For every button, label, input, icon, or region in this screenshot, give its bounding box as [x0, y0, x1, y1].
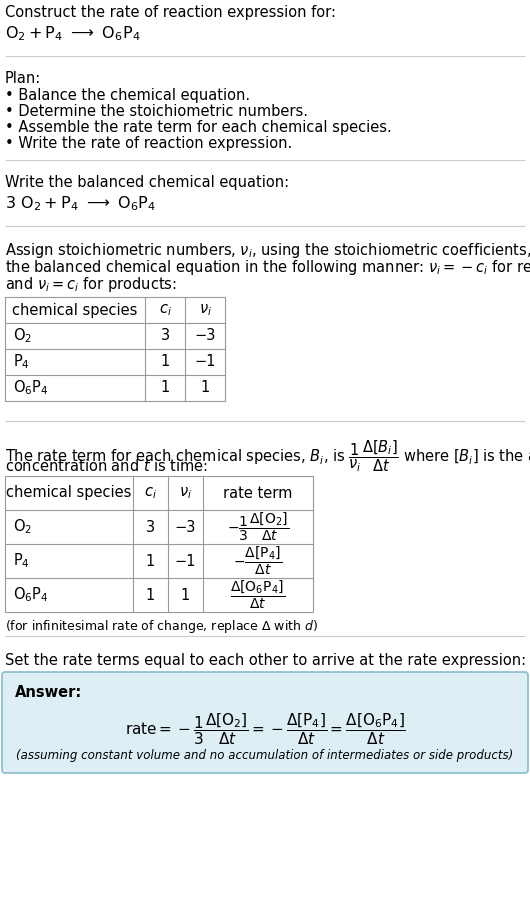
Text: (assuming constant volume and no accumulation of intermediates or side products): (assuming constant volume and no accumul…	[16, 749, 514, 762]
Text: rate term: rate term	[223, 486, 293, 501]
Bar	[5, 476, 313, 612]
Text: $\mathrm{O_2 + P_4\ \longrightarrow\ O_6P_4}$: $\mathrm{O_2 + P_4\ \longrightarrow\ O_6…	[5, 24, 140, 43]
Text: $-\dfrac{1}{3}\dfrac{\Delta[\mathrm{O_2}]}{\Delta t}$: $-\dfrac{1}{3}\dfrac{\Delta[\mathrm{O_2}…	[227, 511, 289, 543]
Text: (for infinitesimal rate of change, replace Δ with $d$): (for infinitesimal rate of change, repla…	[5, 618, 318, 635]
Text: • Write the rate of reaction expression.: • Write the rate of reaction expression.	[5, 136, 292, 151]
Text: • Assemble the rate term for each chemical species.: • Assemble the rate term for each chemic…	[5, 120, 392, 135]
Text: $c_i$: $c_i$	[158, 302, 171, 318]
FancyBboxPatch shape	[2, 672, 528, 773]
Text: chemical species: chemical species	[12, 302, 138, 318]
Text: $\mathrm{O_2}$: $\mathrm{O_2}$	[13, 518, 32, 536]
Text: Set the rate terms equal to each other to arrive at the rate expression:: Set the rate terms equal to each other t…	[5, 653, 526, 668]
Text: 1: 1	[161, 355, 170, 369]
Text: 1: 1	[161, 380, 170, 396]
Text: $c_i$: $c_i$	[144, 485, 157, 501]
Text: 1: 1	[181, 588, 190, 602]
Text: • Determine the stoichiometric numbers.: • Determine the stoichiometric numbers.	[5, 104, 308, 119]
Text: $\mathrm{P_4}$: $\mathrm{P_4}$	[13, 353, 30, 371]
Text: $\mathrm{O_6P_4}$: $\mathrm{O_6P_4}$	[13, 379, 49, 398]
Text: 1: 1	[146, 588, 155, 602]
Text: −1: −1	[175, 553, 196, 569]
Text: 1: 1	[146, 553, 155, 569]
Text: $\mathrm{O_2}$: $\mathrm{O_2}$	[13, 327, 32, 346]
Text: −1: −1	[195, 355, 216, 369]
Text: $\dfrac{\Delta[\mathrm{O_6P_4}]}{\Delta t}$: $\dfrac{\Delta[\mathrm{O_6P_4}]}{\Delta …	[231, 579, 286, 612]
Text: Assign stoichiometric numbers, $\nu_i$, using the stoichiometric coefficients, $: Assign stoichiometric numbers, $\nu_i$, …	[5, 241, 530, 260]
Text: $-\dfrac{\Delta[\mathrm{P_4}]}{\Delta t}$: $-\dfrac{\Delta[\mathrm{P_4}]}{\Delta t}…	[234, 545, 282, 577]
Text: $\nu_i$: $\nu_i$	[179, 485, 192, 501]
Text: The rate term for each chemical species, $B_i$, is $\dfrac{1}{\nu_i}\dfrac{\Delt: The rate term for each chemical species,…	[5, 438, 530, 473]
Text: concentration and $t$ is time:: concentration and $t$ is time:	[5, 458, 208, 474]
Text: Answer:: Answer:	[15, 685, 82, 700]
Text: chemical species: chemical species	[6, 486, 131, 501]
Text: −3: −3	[195, 329, 216, 343]
Text: −3: −3	[175, 520, 196, 534]
Text: $\mathrm{rate} = -\dfrac{1}{3}\dfrac{\Delta[\mathrm{O_2}]}{\Delta t} = -\dfrac{\: $\mathrm{rate} = -\dfrac{1}{3}\dfrac{\De…	[125, 711, 405, 747]
Text: $\nu_i$: $\nu_i$	[199, 302, 211, 318]
Text: $\mathrm{P_4}$: $\mathrm{P_4}$	[13, 551, 30, 571]
Text: Construct the rate of reaction expression for:: Construct the rate of reaction expressio…	[5, 5, 336, 20]
Text: • Balance the chemical equation.: • Balance the chemical equation.	[5, 88, 250, 103]
Text: $\mathrm{3\ O_2 + P_4\ \longrightarrow\ O_6P_4}$: $\mathrm{3\ O_2 + P_4\ \longrightarrow\ …	[5, 194, 156, 213]
Text: Write the balanced chemical equation:: Write the balanced chemical equation:	[5, 175, 289, 190]
Text: and $\nu_i = c_i$ for products:: and $\nu_i = c_i$ for products:	[5, 275, 177, 294]
Text: 3: 3	[161, 329, 170, 343]
Bar	[5, 297, 225, 401]
Text: 3: 3	[146, 520, 155, 534]
Text: $\mathrm{O_6P_4}$: $\mathrm{O_6P_4}$	[13, 586, 49, 604]
Text: Plan:: Plan:	[5, 71, 41, 86]
Text: the balanced chemical equation in the following manner: $\nu_i = -c_i$ for react: the balanced chemical equation in the fo…	[5, 258, 530, 277]
Text: 1: 1	[200, 380, 210, 396]
